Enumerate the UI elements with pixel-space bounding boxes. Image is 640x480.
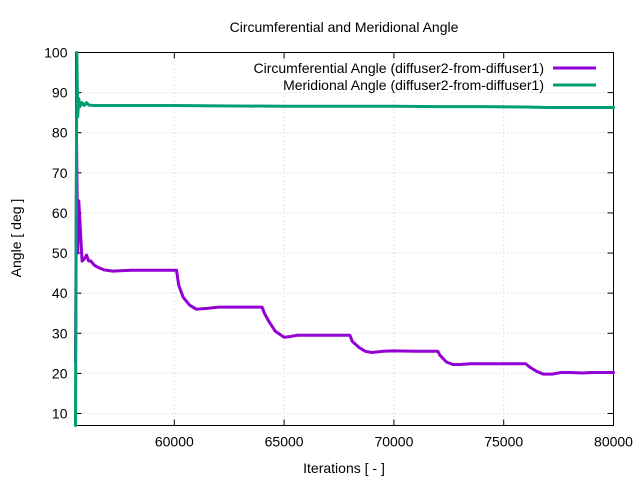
y-tick-label: 40 xyxy=(52,285,68,301)
x-tick-label: 80000 xyxy=(594,434,633,450)
x-tick-label: 70000 xyxy=(374,434,413,450)
x-tick-label: 65000 xyxy=(265,434,304,450)
y-tick-label: 10 xyxy=(52,405,68,421)
legend: Circumferential Angle (diffuser2-from-di… xyxy=(254,60,596,93)
x-tick-label: 75000 xyxy=(484,434,523,450)
series-line-meridional xyxy=(74,51,615,427)
y-tick-label: 60 xyxy=(52,205,68,221)
y-axis-label: Angle [ deg ] xyxy=(8,199,24,278)
y-tick-label: 90 xyxy=(52,85,68,101)
series xyxy=(74,51,615,427)
y-tick-label: 20 xyxy=(52,365,68,381)
y-tick-label: 100 xyxy=(44,45,68,61)
series-line-circumferential xyxy=(74,143,615,376)
y-tick-label: 50 xyxy=(52,245,68,261)
tick-labels: 10 20 30 40 50 60 70 80 90 100 60000 65000 70000 7500… xyxy=(44,45,633,450)
y-tick-label: 30 xyxy=(52,325,68,341)
x-axis-label: Iterations [ - ] xyxy=(303,460,385,476)
legend-label-meridional: Meridional Angle (diffuser2-from-diffuse… xyxy=(283,77,544,93)
y-tick-label: 80 xyxy=(52,125,68,141)
legend-label-circumferential: Circumferential Angle (diffuser2-from-di… xyxy=(254,60,545,76)
chart-title: Circumferential and Meridional Angle xyxy=(230,19,459,35)
y-tick-label: 70 xyxy=(52,165,68,181)
x-tick-label: 60000 xyxy=(155,434,194,450)
